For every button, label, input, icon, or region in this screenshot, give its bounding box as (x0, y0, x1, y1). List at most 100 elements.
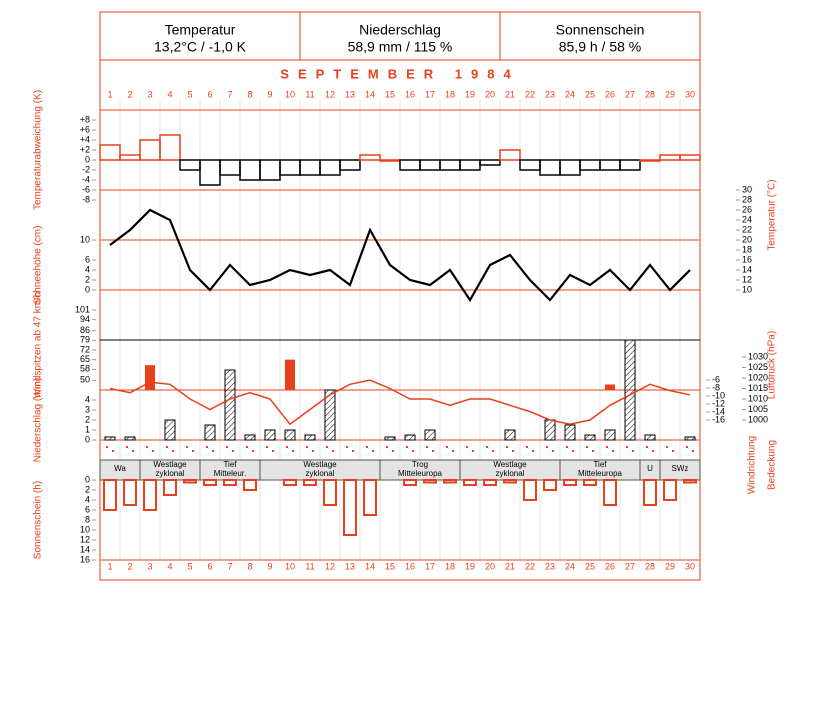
weather-type-label: zyklonal (496, 469, 525, 478)
weather-type-label: Wa (114, 464, 126, 473)
cloud-dot (246, 446, 248, 448)
temp-deviation-bar (299, 159, 321, 176)
tick-label: 1000 (748, 414, 768, 424)
day-label: 13 (345, 561, 355, 571)
wind-bar (605, 384, 615, 390)
cloud-dot (692, 450, 694, 452)
axis-title: Windspitzen ab 47 km/h (33, 292, 44, 399)
axis-title: Luftdruck (hPa) (767, 331, 778, 399)
tick-label: +6 (80, 124, 90, 134)
day-label: 6 (207, 89, 212, 99)
day-label: 10 (285, 89, 295, 99)
day-label: 9 (267, 561, 272, 571)
frame (99, 11, 701, 581)
cloud-dot (146, 446, 148, 448)
cloud-dot (492, 450, 494, 452)
tick-label: 14 (742, 264, 752, 274)
cloud-dot (412, 450, 414, 452)
tick-label: +8 (80, 114, 90, 124)
temp-deviation-bar (419, 159, 441, 171)
cloud-dot (432, 450, 434, 452)
axis-title: Sonnenschein (h) (33, 481, 44, 559)
sunshine-bar (643, 479, 657, 506)
temp-deviation-bar (639, 159, 661, 162)
pressure-line (109, 379, 691, 426)
sunshine-bar (443, 479, 457, 484)
sunshine-bar (123, 479, 137, 506)
day-label: 11 (305, 561, 314, 571)
day-label: 4 (167, 89, 172, 99)
cloud-dot (532, 450, 534, 452)
temp-deviation-bar (339, 159, 361, 171)
temp-deviation-bar (279, 159, 301, 176)
day-label: 18 (445, 561, 455, 571)
precip-bar (204, 424, 216, 441)
day-label: 1 (107, 89, 112, 99)
axis-title: Schneehöhe (cm) (33, 226, 44, 305)
weather-type-label: zyklonal (156, 469, 185, 478)
temp-deviation-bar (679, 154, 701, 161)
cloud-dot (512, 450, 514, 452)
temp-deviation-bar (119, 154, 141, 161)
sunshine-bar (423, 479, 437, 484)
day-label: 1 (107, 561, 112, 571)
day-label: 22 (525, 561, 535, 571)
cloud-dot (572, 450, 574, 452)
cloud-dot (392, 450, 394, 452)
day-label: 8 (247, 561, 252, 571)
day-label: 22 (525, 89, 535, 99)
temp-deviation-bar (459, 159, 481, 171)
cloud-dot (366, 446, 368, 448)
precip-bar (264, 429, 276, 441)
day-label: 21 (505, 561, 515, 571)
precip-bar (164, 419, 176, 441)
tick-label: 1010 (748, 393, 768, 403)
day-label: 28 (645, 561, 655, 571)
precip-bar (644, 434, 656, 441)
cloud-dot (206, 446, 208, 448)
tick-label: 8 (85, 514, 90, 524)
tick-label: -2 (82, 164, 90, 174)
precip-bar (544, 419, 556, 441)
cloud-dot (126, 446, 128, 448)
sunshine-bar (323, 479, 337, 506)
temp-deviation-bar (659, 154, 681, 161)
weather-type-label: Tief (223, 460, 237, 469)
tick-label: 16 (742, 254, 752, 264)
day-label: 8 (247, 89, 252, 99)
precip-bar (224, 369, 236, 441)
sunshine-bar (483, 479, 497, 486)
tick-label: 10 (80, 234, 90, 244)
sunshine-bar (563, 479, 577, 486)
tick-label: 94 (80, 314, 90, 324)
tick-label: -8 (712, 382, 720, 392)
sunshine-bar (163, 479, 177, 496)
tick-label: -14 (712, 406, 725, 416)
cloud-dot (372, 450, 374, 452)
cloud-dot (426, 446, 428, 448)
header-label: Sonnenschein (556, 22, 645, 38)
sunshine-bar (683, 479, 697, 484)
header-value: 58,9 mm / 115 % (348, 39, 453, 55)
cloud-dot (566, 446, 568, 448)
day-label: 15 (385, 89, 395, 99)
cloud-dot (306, 446, 308, 448)
sunshine-bar (363, 479, 377, 516)
tick-label: +2 (80, 144, 90, 154)
precip-bar (584, 434, 596, 441)
day-label: 15 (385, 561, 395, 571)
precip-bar (564, 424, 576, 441)
tick-label: 2 (85, 414, 90, 424)
sunshine-bar (303, 479, 317, 486)
header-label: Niederschlag (359, 22, 441, 38)
day-label: 14 (365, 561, 375, 571)
temp-deviation-bar (359, 154, 381, 161)
wind-bar (285, 359, 295, 390)
tick-label: 1 (85, 424, 90, 434)
cloud-dot (332, 450, 334, 452)
day-label: 6 (207, 561, 212, 571)
header-value: 13,2°C / -1,0 K (154, 39, 247, 55)
tick-label: 1005 (748, 404, 768, 414)
temp-deviation-bar (179, 159, 201, 171)
tick-label: -10 (712, 390, 725, 400)
